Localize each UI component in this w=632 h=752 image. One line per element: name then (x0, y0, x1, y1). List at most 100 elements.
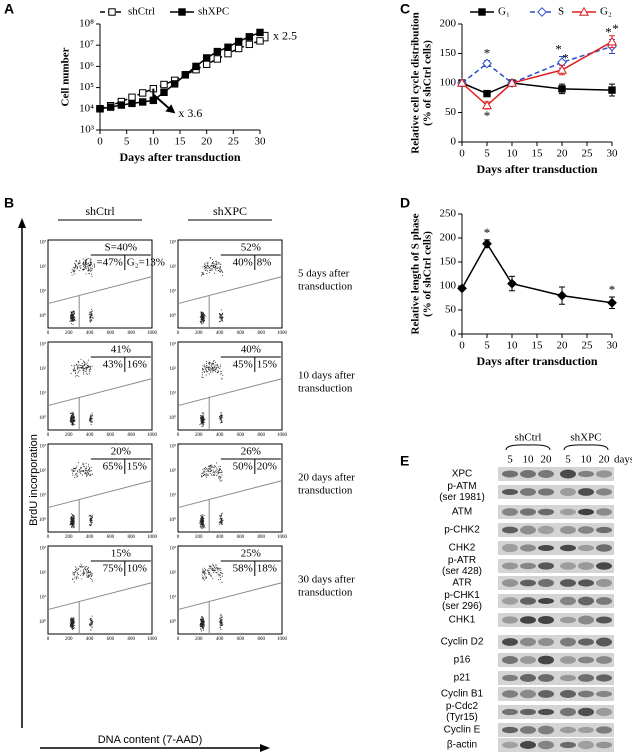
event-dot (200, 623, 202, 625)
event-dot (219, 267, 221, 269)
event-dot (221, 319, 223, 321)
event-dot (220, 414, 222, 416)
event-dot (221, 521, 223, 523)
event-dot (214, 364, 216, 366)
event-dot (84, 568, 86, 570)
event-dot (219, 522, 221, 524)
column-header: shCtrl (85, 204, 115, 218)
x-tick-label: 0 (97, 136, 103, 148)
event-dot (87, 575, 88, 577)
x-tick-label: 800 (257, 637, 265, 642)
event-dot (204, 471, 206, 473)
significance-mark: * (484, 225, 491, 240)
event-dot (73, 516, 74, 518)
event-dot (87, 465, 89, 467)
event-dot (72, 420, 74, 422)
event-dot (210, 464, 212, 466)
event-dot (200, 626, 202, 627)
event-dot (72, 519, 74, 521)
percent-s: S=40% (105, 242, 137, 254)
event-dot (209, 369, 211, 371)
event-dot (216, 462, 217, 464)
event-dot (215, 264, 217, 266)
series-line (99, 40, 261, 110)
marker (507, 278, 517, 289)
event-dot (72, 626, 74, 628)
marker (128, 99, 136, 108)
event-dot (71, 412, 73, 414)
x-tick-label: 0 (459, 340, 465, 352)
blot-band (560, 579, 576, 587)
event-dot (92, 473, 93, 475)
event-dot (77, 364, 79, 366)
x-tick-label: 400 (86, 433, 94, 438)
event-dot (202, 472, 204, 474)
blot-band (520, 488, 536, 496)
event-dot (211, 363, 213, 365)
event-dot (82, 575, 84, 577)
event-dot (199, 522, 201, 524)
marker (245, 40, 254, 49)
event-dot (90, 521, 92, 523)
event-dot (207, 263, 209, 265)
event-dot (73, 628, 74, 630)
x-tick-label: 200 (65, 637, 73, 642)
blot-band (578, 615, 594, 625)
event-dot (90, 519, 92, 521)
event-dot (90, 625, 92, 627)
percent-g1: 58% (233, 563, 253, 575)
event-dot (81, 474, 83, 476)
lane-label: 20 (541, 454, 553, 466)
protein-label: Cyclin E (444, 725, 481, 736)
event-dot (210, 574, 212, 576)
event-dot (200, 419, 202, 421)
event-dot (213, 466, 215, 468)
event-dot (219, 569, 221, 571)
event-dot (86, 368, 88, 369)
event-dot (213, 365, 215, 367)
x-tick-label: 20 (557, 148, 569, 160)
event-dot (211, 568, 213, 570)
event-dot (199, 424, 201, 426)
event-dot (203, 366, 205, 368)
event-dot (219, 472, 221, 474)
event-dot (90, 623, 92, 625)
event-dot (202, 626, 204, 628)
blot-band (578, 740, 594, 750)
event-dot (91, 417, 93, 419)
event-dot (82, 365, 84, 367)
event-dot (219, 479, 221, 481)
protein-label: (ser 296) (442, 601, 482, 612)
event-dot (72, 467, 74, 469)
significance-mark: * (609, 282, 616, 297)
event-dot (200, 521, 202, 522)
event-dot (220, 319, 222, 321)
event-dot (203, 312, 204, 314)
event-dot (221, 474, 223, 476)
event-dot (212, 363, 214, 365)
event-dot (90, 467, 92, 469)
event-dot (90, 415, 91, 417)
event-dot (77, 262, 79, 264)
event-dot (73, 365, 75, 367)
event-dot (90, 516, 92, 518)
percent-s: 52% (241, 242, 261, 254)
event-dot (71, 421, 73, 423)
event-dot (208, 465, 210, 467)
event-dot (220, 476, 222, 478)
event-dot (201, 273, 203, 275)
event-dot (72, 316, 73, 318)
event-dot (219, 469, 221, 470)
column-header: shXPC (213, 204, 247, 218)
event-dot (201, 525, 203, 527)
blot-band (560, 637, 576, 647)
event-dot (202, 418, 204, 420)
event-dot (72, 626, 74, 627)
event-dot (201, 422, 203, 424)
event-dot (209, 471, 211, 473)
event-dot (86, 259, 87, 261)
x-tick-label: 800 (127, 535, 135, 540)
event-dot (220, 313, 222, 315)
event-dot (78, 567, 80, 569)
event-dot (85, 262, 87, 263)
